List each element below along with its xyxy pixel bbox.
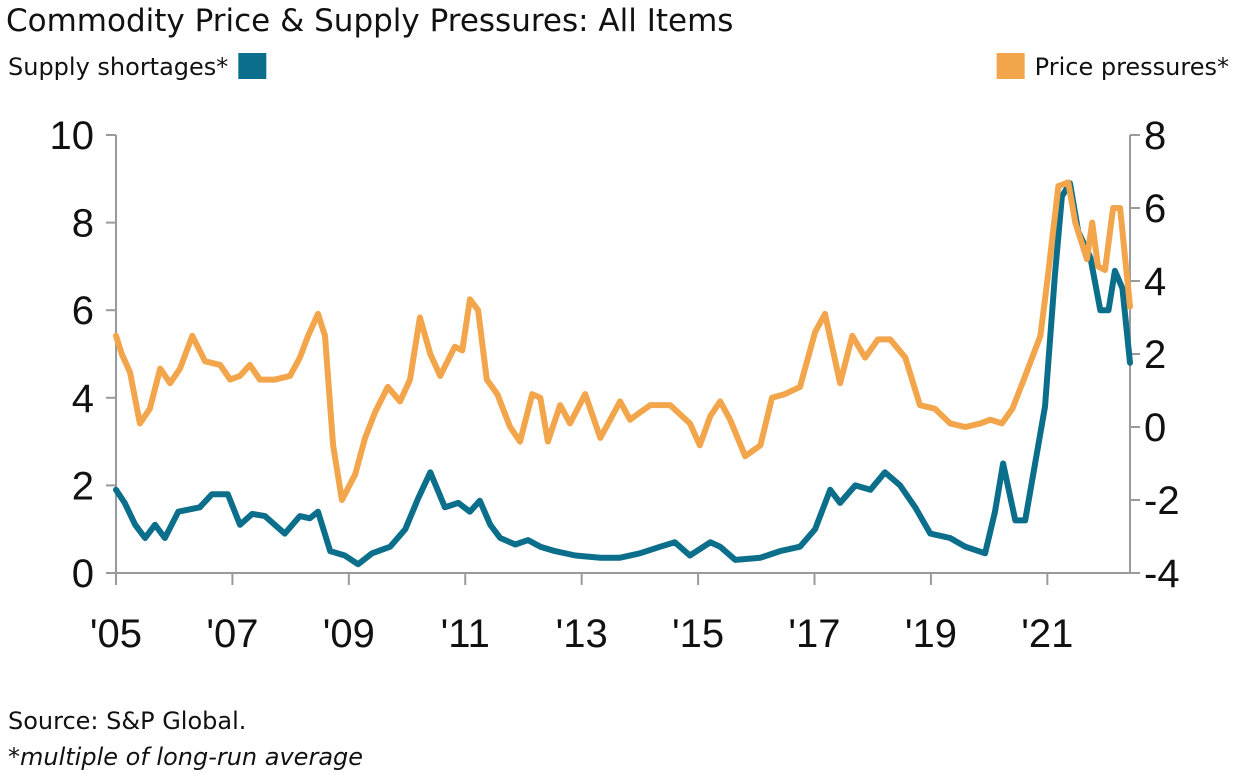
legend-swatch [996, 53, 1025, 79]
x-tick-label: '11 [441, 612, 490, 656]
y2-tick-label: -4 [1144, 552, 1180, 596]
y-tick-label: 6 [72, 289, 94, 333]
x-tick-label: '07 [206, 612, 258, 656]
y2-tick-label: 8 [1144, 114, 1166, 158]
y2-tick-label: 2 [1144, 333, 1166, 377]
y-tick-label: 0 [72, 552, 94, 596]
chart-title: Commodity Price & Supply Pressures: All … [6, 3, 733, 39]
x-tick-label: '21 [1021, 612, 1073, 656]
x-tick-label: '19 [905, 612, 957, 656]
y2-tick-label: 4 [1144, 260, 1166, 304]
legend-label: Supply shortages* [8, 53, 228, 81]
x-tick-label: '05 [90, 612, 142, 656]
y2-tick-label: -2 [1144, 479, 1180, 523]
x-tick-label: '15 [672, 612, 724, 656]
legend-label: Price pressures* [1035, 53, 1229, 81]
series-line [113, 180, 1133, 568]
source-note: Source: S&P Global. [8, 707, 246, 735]
y-tick-label: 4 [72, 377, 94, 421]
y-tick-label: 2 [72, 464, 94, 508]
y-tick-label: 8 [72, 202, 94, 246]
legend-swatch [238, 53, 267, 79]
footnote: *multiple of long-run average [8, 743, 363, 771]
y2-tick-label: 6 [1144, 187, 1166, 231]
y2-tick-label: 0 [1144, 406, 1166, 450]
x-tick-label: '13 [556, 612, 608, 656]
y-tick-label: 10 [50, 114, 95, 158]
x-tick-label: '09 [323, 612, 375, 656]
x-tick-label: '17 [788, 612, 840, 656]
series-line [113, 179, 1133, 503]
